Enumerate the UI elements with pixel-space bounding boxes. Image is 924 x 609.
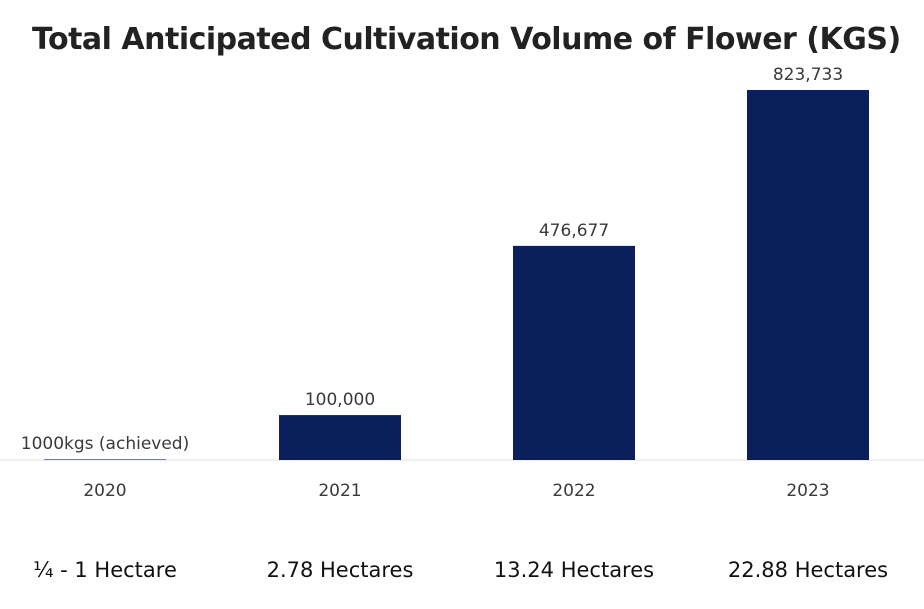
category-label-2023: 2023	[786, 481, 829, 501]
bar-2023	[747, 90, 869, 460]
bar-chart: 1000kgs (achieved) 2020 100,000 2021 476,677…	[0, 65, 924, 501]
hectare-label-2023: 22.88 Hectares	[727, 558, 889, 582]
bar-2022	[513, 245, 635, 460]
bar-2021	[279, 415, 401, 460]
data-label-2020: 1000kgs (achieved)	[21, 434, 189, 454]
data-label-2021: 100,000	[305, 390, 375, 410]
bar-2020	[44, 459, 166, 460]
data-label-2023: 823,733	[773, 65, 843, 85]
hectare-label-2021: 2.78 Hectares	[266, 558, 414, 582]
chart-title: Total Anticipated Cultivation Volume of …	[32, 22, 901, 57]
hectare-label-2020: ¼ - 1 Hectare	[33, 558, 177, 582]
hectare-label-2022: 13.24 Hectares	[493, 558, 655, 582]
category-label-2022: 2022	[552, 481, 595, 501]
category-label-2021: 2021	[318, 481, 361, 501]
data-label-2022: 476,677	[539, 221, 609, 241]
category-label-2020: 2020	[83, 481, 126, 501]
